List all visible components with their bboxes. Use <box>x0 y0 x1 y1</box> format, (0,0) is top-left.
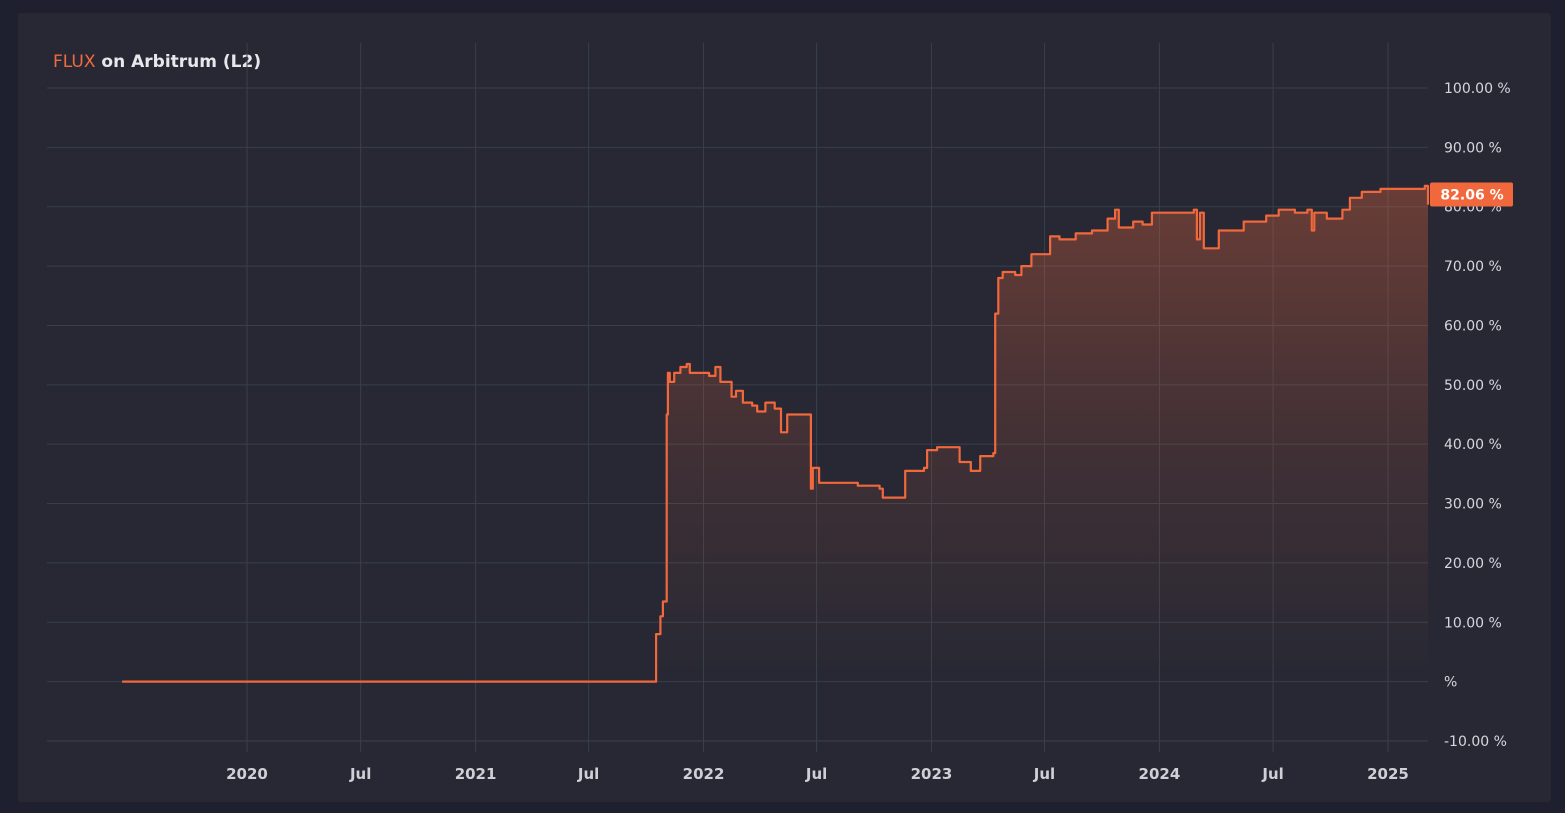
x-tick-label: Jul <box>1261 765 1283 783</box>
chart-title-rest: on Arbitrum (L2) <box>95 52 262 72</box>
y-tick-label: -10.00 % <box>1444 734 1507 750</box>
y-tick-label: 50.00 % <box>1444 378 1502 394</box>
x-tick-label: 2020 <box>226 765 268 783</box>
y-tick-label: 70.00 % <box>1444 259 1502 275</box>
x-tick-label: Jul <box>805 765 827 783</box>
x-tick-label: 2023 <box>911 765 953 783</box>
y-tick-label: 10.00 % <box>1444 615 1502 631</box>
x-axis: 2020 Jul 2021 Jul 2022 Jul 2023 Jul 2024 Jul 2025 <box>226 765 1409 783</box>
y-tick-label: 40.00 % <box>1444 437 1502 453</box>
last-value-badge-bg <box>1430 182 1513 207</box>
x-tick-label: 2024 <box>1139 765 1181 783</box>
x-tick-label: Jul <box>577 765 599 783</box>
x-tick-label: 2025 <box>1367 765 1409 783</box>
series-area <box>122 185 1429 682</box>
y-tick-label: 60.00 % <box>1444 318 1502 334</box>
last-value-badge-text: 82.06 % <box>1440 187 1503 203</box>
last-value-badge: 82.06 % <box>1430 182 1513 207</box>
y-tick-label: 20.00 % <box>1444 556 1502 572</box>
y-tick-label: 30.00 % <box>1444 497 1502 513</box>
x-tick-label: 2022 <box>683 765 725 783</box>
x-tick-label: 2021 <box>455 765 497 783</box>
series-line <box>122 184 1430 683</box>
x-tick-label: Jul <box>349 765 371 783</box>
y-tick-label: 90.00 % <box>1444 140 1502 156</box>
chart-title: FLUX on Arbitrum (L2) <box>53 52 261 72</box>
x-tick-label: Jul <box>1033 765 1055 783</box>
chart-title-symbol: FLUX <box>53 52 96 72</box>
y-axis: 100.00 %90.00 %80.00 %70.00 %60.00 %50.0… <box>1444 81 1511 750</box>
y-tick-label: % <box>1444 675 1457 691</box>
y-tick-label: 100.00 % <box>1444 81 1511 97</box>
